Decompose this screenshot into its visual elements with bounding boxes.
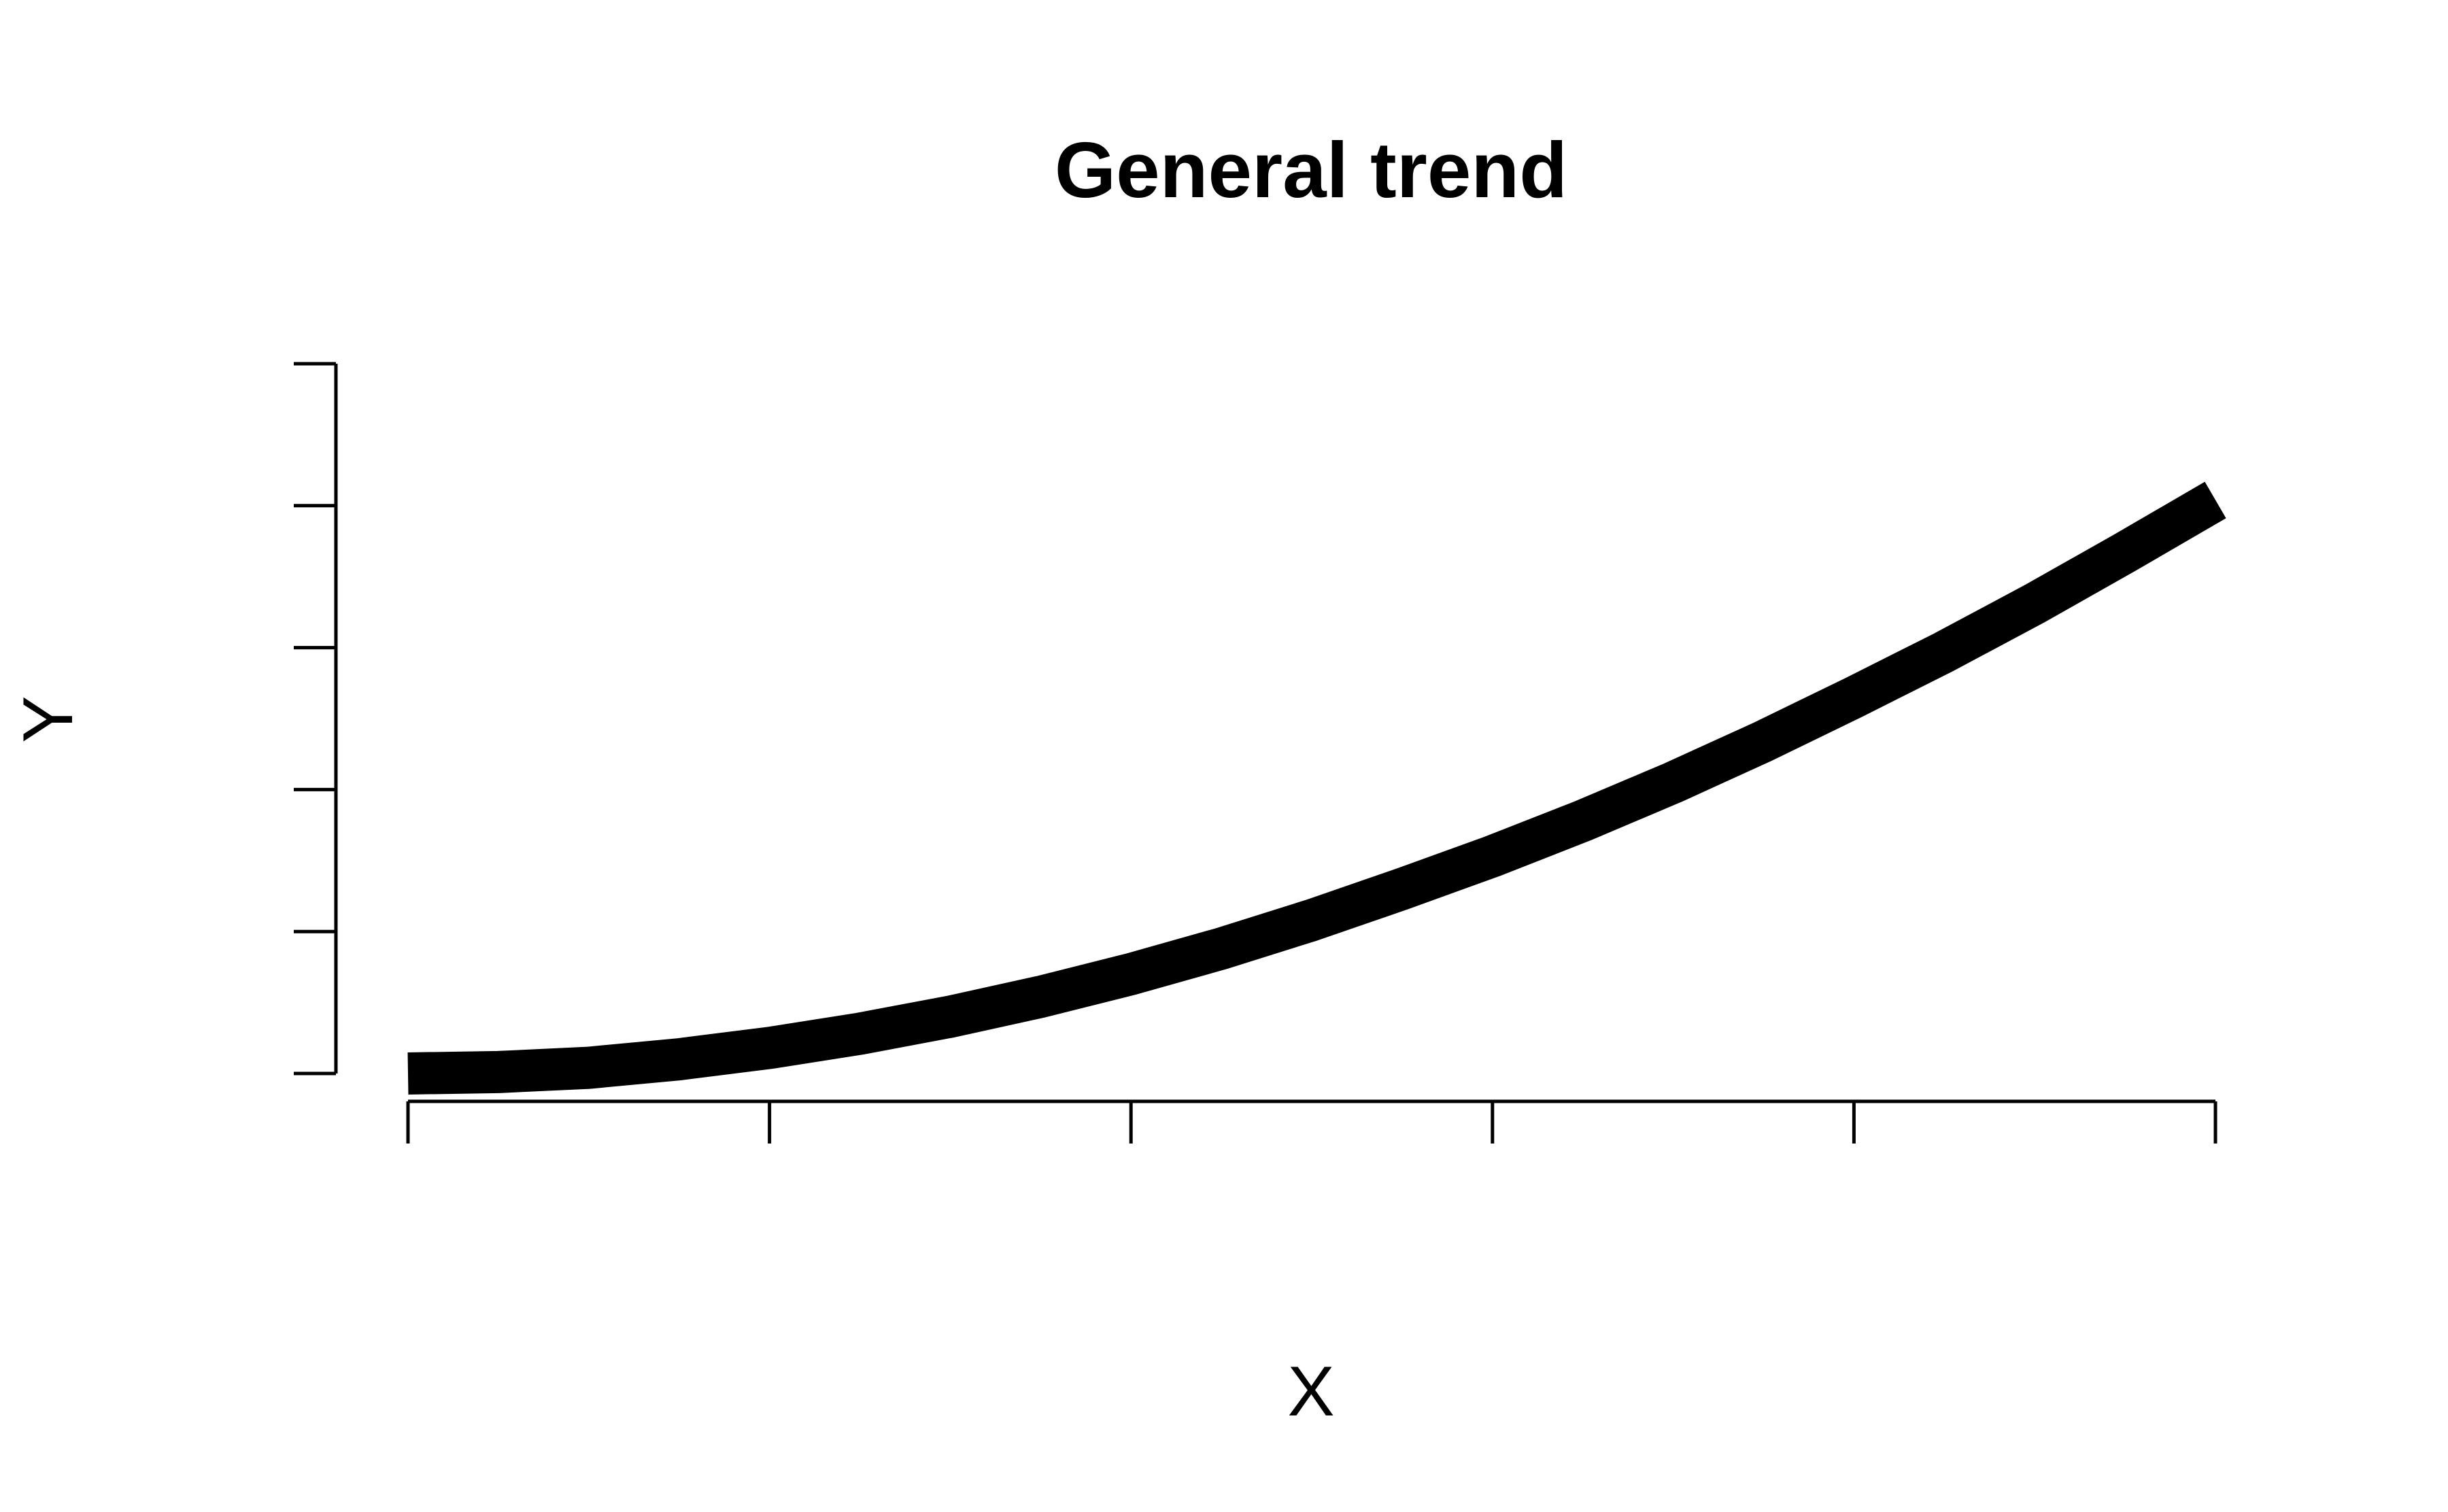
x-axis — [406, 1099, 2217, 1144]
y-axis-label: Y — [9, 695, 88, 742]
plot-area — [407, 481, 2226, 1095]
x-axis-label: X — [1287, 1352, 1334, 1431]
chart-title: General trend — [1055, 126, 1567, 214]
y-axis — [294, 362, 338, 1076]
trend-line-series-1 — [407, 481, 2226, 1095]
